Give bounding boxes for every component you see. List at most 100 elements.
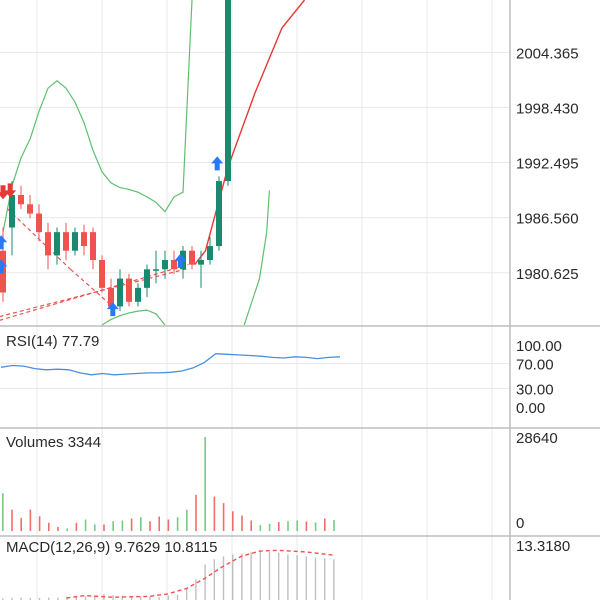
macd-histogram-bar[interactable] <box>38 597 41 600</box>
candle-body[interactable] <box>198 260 204 265</box>
volume-panel[interactable] <box>2 437 335 531</box>
volume-bar[interactable] <box>278 522 280 531</box>
macd-histogram-bar[interactable] <box>213 559 215 600</box>
macd-histogram-bar[interactable] <box>84 596 87 600</box>
macd-histogram-bar[interactable] <box>195 579 197 600</box>
macd-histogram-bar[interactable] <box>130 595 133 600</box>
volume-bar[interactable] <box>158 516 160 531</box>
macd-histogram-bar[interactable] <box>222 556 225 600</box>
macd-histogram-bar[interactable] <box>158 597 160 600</box>
candle-body[interactable] <box>63 232 69 251</box>
candle-body[interactable] <box>189 250 195 265</box>
macd-histogram-bar[interactable] <box>314 557 317 600</box>
volume-bar[interactable] <box>186 509 188 531</box>
macd-histogram-bar[interactable] <box>11 597 13 600</box>
volume-bar[interactable] <box>305 521 308 531</box>
macd-histogram-bar[interactable] <box>176 594 179 600</box>
macd-histogram-bar[interactable] <box>241 553 243 600</box>
volume-bar[interactable] <box>195 494 197 531</box>
macd-histogram-bar[interactable] <box>94 595 96 600</box>
macd-histogram-bar[interactable] <box>48 597 50 600</box>
volume-bar[interactable] <box>314 522 317 531</box>
volume-bar[interactable] <box>11 509 13 531</box>
candle-body[interactable] <box>54 232 60 256</box>
macd-histogram-bar[interactable] <box>287 554 289 600</box>
volume-bar[interactable] <box>38 516 41 531</box>
candle-body[interactable] <box>99 260 105 288</box>
candle-body[interactable] <box>162 260 168 270</box>
candle-body[interactable] <box>18 195 24 205</box>
macd-histogram-bar[interactable] <box>186 588 188 600</box>
volume-bar[interactable] <box>149 521 151 531</box>
macd-histogram-bar[interactable] <box>204 564 206 600</box>
volume-bar[interactable] <box>222 503 225 531</box>
candle-body[interactable] <box>135 287 141 302</box>
candle-body[interactable] <box>117 278 123 307</box>
macd-histogram-bar[interactable] <box>333 559 335 600</box>
macd-histogram-bar[interactable] <box>305 556 307 600</box>
candle-body[interactable] <box>126 278 132 302</box>
volume-bar[interactable] <box>268 523 271 531</box>
candle-body[interactable] <box>90 232 96 260</box>
candle-body[interactable] <box>9 195 15 228</box>
macd-histogram-bar[interactable] <box>57 597 59 600</box>
volume-bar[interactable] <box>48 522 50 531</box>
volume-bar[interactable] <box>103 524 105 531</box>
volume-bar[interactable] <box>121 520 124 531</box>
candle-body[interactable] <box>171 260 177 270</box>
volume-bar[interactable] <box>167 519 170 531</box>
macd-histogram-bar[interactable] <box>259 551 261 600</box>
price-panel[interactable] <box>0 0 306 326</box>
volume-bar[interactable] <box>66 528 68 531</box>
volume-bar[interactable] <box>213 496 216 531</box>
macd-histogram-bar[interactable] <box>140 596 142 600</box>
volume-bar[interactable] <box>287 521 289 531</box>
volume-bar[interactable] <box>94 524 96 531</box>
candle-body[interactable] <box>153 269 159 271</box>
candle-body[interactable] <box>45 232 51 256</box>
volume-bar[interactable] <box>130 518 133 531</box>
candle-body[interactable] <box>36 213 42 233</box>
candle-body[interactable] <box>81 232 87 247</box>
macd-histogram-bar[interactable] <box>75 596 77 600</box>
volume-bar[interactable] <box>112 521 114 531</box>
macd-histogram-bar[interactable] <box>20 597 22 600</box>
macd-histogram-bar[interactable] <box>268 551 271 600</box>
volume-bar[interactable] <box>204 437 206 531</box>
macd-histogram-bar[interactable] <box>250 552 252 600</box>
volume-bar[interactable] <box>296 520 298 531</box>
candle-body[interactable] <box>108 287 114 307</box>
volume-bar[interactable] <box>75 522 78 531</box>
macd-histogram-bar[interactable] <box>167 595 169 600</box>
volume-bar[interactable] <box>250 520 252 531</box>
macd-histogram-bar[interactable] <box>149 596 151 600</box>
volume-bar[interactable] <box>57 527 59 531</box>
volume-bar[interactable] <box>259 525 262 531</box>
macd-histogram-bar[interactable] <box>232 554 234 600</box>
rsi-panel[interactable] <box>0 353 341 376</box>
macd-histogram-bar[interactable] <box>112 595 114 600</box>
volume-bar[interactable] <box>333 520 335 531</box>
macd-panel[interactable] <box>2 549 335 600</box>
candle-body[interactable] <box>72 232 78 251</box>
candle-body[interactable] <box>216 181 222 247</box>
macd-histogram-bar[interactable] <box>121 595 123 600</box>
volume-bar[interactable] <box>29 509 32 531</box>
volume-bar[interactable] <box>20 517 22 531</box>
volume-bar[interactable] <box>140 517 142 531</box>
volume-bar[interactable] <box>324 518 326 531</box>
volume-bar[interactable] <box>176 517 179 531</box>
volume-bar[interactable] <box>84 519 87 531</box>
volume-bar[interactable] <box>2 493 4 531</box>
macd-histogram-bar[interactable] <box>296 555 298 600</box>
macd-histogram-bar[interactable] <box>278 552 280 600</box>
volume-bar[interactable] <box>232 511 234 531</box>
candle-body[interactable] <box>225 0 231 182</box>
candle-body[interactable] <box>27 204 33 214</box>
volume-bar[interactable] <box>241 515 243 531</box>
candle-body[interactable] <box>207 246 213 260</box>
macd-histogram-bar[interactable] <box>29 597 31 600</box>
candle-body[interactable] <box>144 269 150 288</box>
macd-histogram-bar[interactable] <box>2 598 4 600</box>
